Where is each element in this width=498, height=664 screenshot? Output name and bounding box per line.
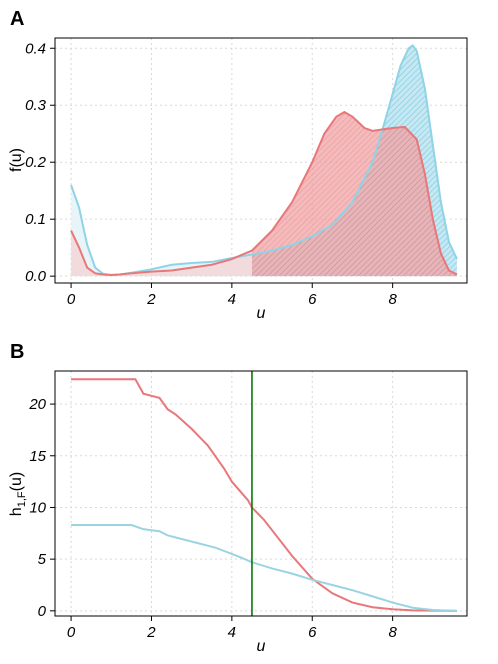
panel-a: A 0 2 4 6 8 0.0 0.1 0.2 0.3 0.4 u f(u) <box>8 8 468 322</box>
y-tick-label: 0.3 <box>25 97 47 114</box>
panel-a-y-ticks: 0.0 0.1 0.2 0.3 0.4 <box>25 40 55 285</box>
y-tick-label: 0.0 <box>25 268 47 285</box>
series-red-area-high <box>251 112 457 277</box>
series-red-line <box>70 110 458 277</box>
panel-a-frame <box>54 37 468 284</box>
panel-a-x-label: u <box>257 305 266 322</box>
y-tick-label: 0.4 <box>25 40 46 57</box>
panel-b-grid <box>55 371 467 616</box>
panel-b-x-label: u <box>257 638 266 655</box>
series-red-line <box>71 378 457 612</box>
y-tick-label: 10 <box>29 499 46 516</box>
panel-a-y-label: f(u) <box>8 148 25 172</box>
panel-a-x-ticks: 0 2 4 6 8 <box>67 283 397 308</box>
x-tick-label: 6 <box>308 624 317 641</box>
x-tick-label: 2 <box>146 624 156 641</box>
x-tick-label: 4 <box>228 624 236 641</box>
panel-a-lines <box>70 44 458 277</box>
panel-b-x-ticks: 0 2 4 6 8 <box>67 616 397 641</box>
panel-b-y-ticks: 0 5 10 15 20 <box>28 396 55 620</box>
x-tick-label: 0 <box>67 624 76 641</box>
series-blue-line <box>71 524 457 612</box>
panel-b-lines <box>71 371 457 616</box>
x-tick-label: 8 <box>388 624 397 641</box>
panel-b: B 0 2 4 6 8 0 5 10 15 20 u h1,F(u) <box>8 341 468 655</box>
y-tick-label: 20 <box>28 396 46 413</box>
x-tick-label: 4 <box>228 291 236 308</box>
y-tick-label: 5 <box>38 551 47 568</box>
y-tick-label: 0.2 <box>25 154 47 171</box>
series-red-area-low <box>71 230 252 277</box>
panel-a-letter: A <box>10 8 24 30</box>
y-tick-label: 15 <box>29 448 46 465</box>
x-tick-label: 0 <box>67 291 76 308</box>
y-tick-label: 0 <box>38 603 47 620</box>
panel-a-areas <box>71 45 457 277</box>
x-tick-label: 6 <box>308 291 317 308</box>
panel-b-y-label: h1,F(u) <box>8 472 28 516</box>
x-tick-label: 8 <box>388 291 397 308</box>
panel-b-frame <box>54 370 468 617</box>
x-tick-label: 2 <box>146 291 156 308</box>
panel-b-letter: B <box>10 341 24 363</box>
y-tick-label: 0.1 <box>25 211 46 228</box>
